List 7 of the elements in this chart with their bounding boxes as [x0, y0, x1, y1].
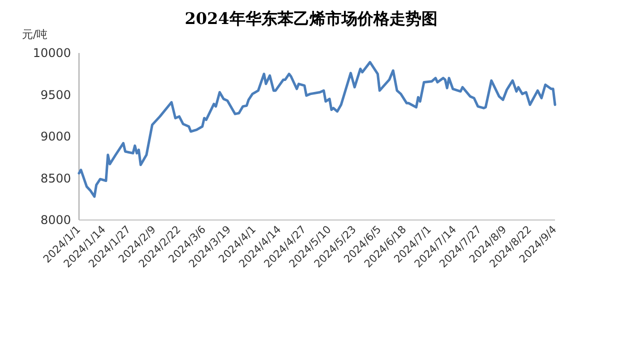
y-tick-label: 9500: [40, 88, 71, 102]
y-tick-label: 9000: [40, 130, 71, 144]
title: 2024年华东苯乙烯市场价格走势图: [184, 9, 438, 28]
y-tick-label: 10000: [32, 46, 71, 60]
ylabel: 元/吨: [22, 28, 48, 41]
y-tick-label: 8500: [40, 171, 71, 186]
y-tick-label: 8000: [40, 213, 71, 227]
